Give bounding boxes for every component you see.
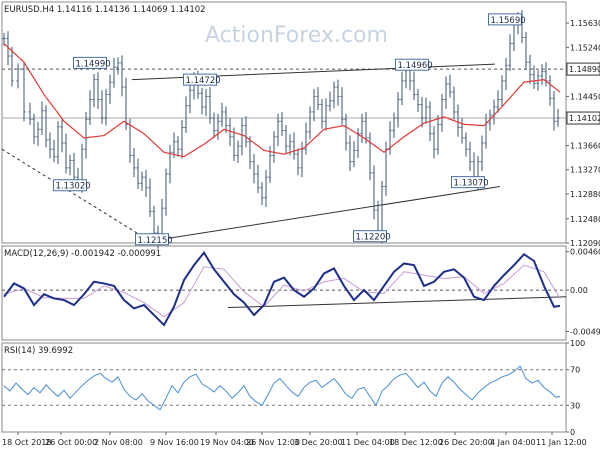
macd-y-tick-label: -0.004981	[570, 328, 600, 337]
x-axis-label: 4 Jan 04:00	[490, 438, 536, 447]
macd-title: MACD(12,26,9) -0.001942 -0.000991	[4, 249, 161, 259]
rsi-y-tick-label: 30	[570, 401, 580, 410]
level-price-label: 1.14890	[569, 65, 600, 74]
price-annotation-box	[353, 230, 387, 243]
x-axis-label: 2 Nov 08:00	[94, 438, 143, 447]
price-y-tick-label: 1.12090	[570, 239, 600, 248]
price-annotation-box	[53, 179, 87, 192]
price-annotation-label: 1.12200	[356, 233, 391, 243]
price-annotation-label: 1.13020	[56, 182, 91, 192]
moving-average-line	[3, 43, 561, 158]
price-y-tick-label: 1.15240	[570, 43, 600, 52]
x-axis-label: 3 Dec 20:00	[294, 438, 343, 447]
dashed-trend-line	[1, 148, 151, 242]
price-annotation-label: 1.12150	[138, 236, 173, 246]
macd-y-tick-label: 0.004609	[570, 248, 600, 257]
rsi-y-tick-label: 0	[570, 428, 575, 437]
price-annotation-box	[451, 176, 485, 189]
panel-frame-2	[1, 245, 567, 341]
price-y-tick-label: 1.12480	[570, 215, 600, 224]
x-axis-label: 11 Jan 12:00	[536, 438, 587, 447]
x-axis-label: 26 Nov 12:00	[246, 438, 300, 447]
price-panel-header: EURUSD.H4 1.14116 1.14136 1.14069 1.1410…	[4, 5, 206, 15]
x-axis-label: 19 Nov 04:00	[200, 438, 254, 447]
price-annotation-label: 1.14990	[76, 59, 111, 69]
rsi-y-tick-label: 70	[570, 366, 580, 375]
level-price-box	[566, 62, 600, 76]
price-annotation-label: 1.15690	[491, 16, 526, 26]
price-annotation-box	[183, 73, 217, 86]
price-annotation-box	[488, 13, 522, 26]
price-y-tick-label: 1.14450	[570, 92, 600, 101]
price-annotation-box	[135, 233, 169, 246]
x-axis-label: 9 Nov 16:00	[150, 438, 199, 447]
price-annotation-box	[395, 58, 429, 71]
current-price-box	[566, 111, 600, 125]
x-axis-label: 26 Dec 20:00	[439, 438, 493, 447]
watermark: ActionForex.com	[205, 23, 388, 48]
macd-trend-line	[227, 296, 567, 309]
x-axis-label: 18 Dec 12:00	[389, 438, 443, 447]
price-annotation-label: 1.14720	[186, 76, 221, 86]
x-axis-label: 11 Dec 04:00	[341, 438, 395, 447]
price-annotation-label: 1.13070	[454, 179, 489, 189]
rsi-title: RSI(14) 39.6992	[4, 346, 73, 356]
price-y-tick-label: 1.15630	[570, 19, 600, 28]
price-y-tick-label: 1.13270	[570, 166, 600, 175]
macd-signal-line	[3, 264, 561, 318]
rsi-line	[3, 365, 561, 411]
macd-y-tick-label: 0.00	[570, 286, 588, 295]
lower-trend-line	[149, 185, 501, 242]
price-y-tick-label: 1.12880	[570, 190, 600, 199]
x-axis-label: 26 Oct 00:00	[45, 438, 97, 447]
x-axis-label: 18 Oct 2018	[2, 438, 51, 447]
price-annotation-label: 1.14960	[398, 61, 433, 71]
price-y-tick-label: 1.13660	[570, 141, 600, 150]
rsi-y-tick-label: 100	[570, 339, 585, 348]
panel-frame-1	[1, 1, 567, 244]
price-annotation-box	[73, 56, 107, 69]
panel-frame-3	[1, 342, 567, 433]
macd-line	[3, 250, 561, 327]
current-price-label: 1.14102	[569, 114, 600, 123]
